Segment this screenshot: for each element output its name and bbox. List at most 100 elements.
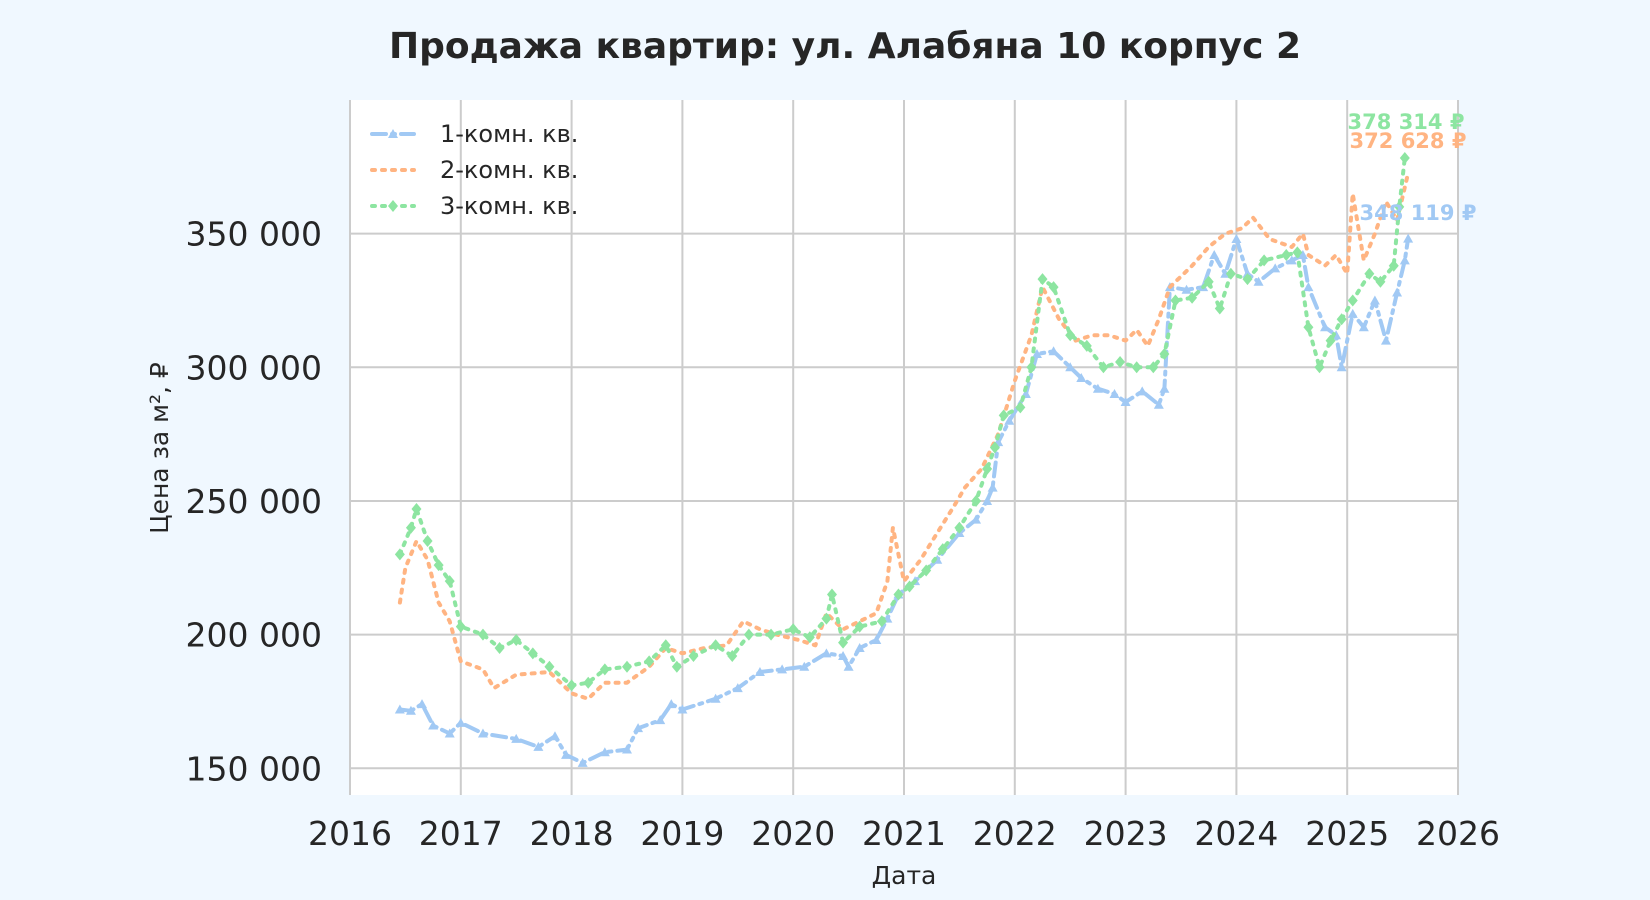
- series-marker: [921, 564, 932, 577]
- series-marker: [455, 620, 466, 633]
- series-marker: [1270, 263, 1281, 273]
- x-tick-label: 2023: [1084, 814, 1168, 853]
- series-marker: [754, 667, 765, 677]
- series-marker: [1065, 329, 1076, 342]
- series-marker: [1388, 259, 1399, 272]
- y-tick-label: 250 000: [186, 482, 322, 521]
- series-marker: [1148, 361, 1159, 374]
- x-tick-label: 2020: [751, 814, 835, 853]
- series-marker: [644, 655, 655, 668]
- series-marker: [1231, 234, 1242, 243]
- series-marker: [1081, 339, 1092, 352]
- series-marker: [444, 575, 455, 588]
- tick-labels: 2016 2017 2018 2019 2020 2021 2022 2023 2024 2025…: [186, 215, 1500, 853]
- series-marker: [1181, 284, 1192, 294]
- series-marker: [1380, 335, 1391, 345]
- series-marker: [1336, 313, 1347, 326]
- x-tick-label: 2017: [419, 814, 503, 853]
- series-marker: [1209, 250, 1220, 260]
- series-marker: [1092, 383, 1103, 393]
- series-marker: [904, 580, 915, 593]
- series-lines: [394, 151, 1414, 767]
- series-marker: [854, 642, 865, 652]
- series-marker: [527, 647, 538, 660]
- series-marker: [544, 660, 555, 673]
- legend-item: 1-комн. кв.: [370, 120, 578, 148]
- series-marker: [1242, 273, 1253, 286]
- series-marker: [566, 679, 577, 692]
- series-marker: [743, 628, 754, 641]
- series-marker: [417, 699, 428, 709]
- y-tick-label: 200 000: [186, 616, 322, 655]
- series-marker: [660, 639, 671, 652]
- series-marker: [633, 723, 644, 733]
- series-marker: [1120, 397, 1131, 407]
- series-marker: [1170, 294, 1181, 307]
- series-marker: [1392, 287, 1403, 297]
- series-marker: [622, 744, 632, 754]
- x-tick-label: 2018: [530, 814, 614, 853]
- series-marker: [799, 661, 810, 671]
- grid-lines: [349, 100, 1459, 795]
- series-marker: [655, 715, 666, 725]
- series-end-label: 348 119 ₽: [1360, 201, 1477, 225]
- series-marker: [954, 521, 965, 534]
- series-marker: [1336, 362, 1347, 372]
- series-marker: [937, 543, 948, 556]
- series-marker: [1187, 291, 1198, 304]
- series-marker: [433, 559, 444, 572]
- series-marker: [893, 588, 904, 601]
- series-marker: [428, 720, 439, 730]
- series-marker: [394, 704, 405, 714]
- series-marker: [599, 663, 610, 676]
- series-marker: [710, 639, 721, 652]
- series-marker: [1131, 361, 1142, 374]
- series-end-label: 378 314 ₽: [1348, 110, 1465, 134]
- legend-label: 1-комн. кв.: [440, 120, 578, 148]
- series-marker: [766, 628, 777, 641]
- chart-title: Продажа квартир: ул. Алабяна 10 корпус 2: [389, 26, 1301, 67]
- series-marker: [405, 521, 416, 534]
- series-marker: [727, 650, 738, 662]
- series-marker: [1037, 273, 1048, 286]
- series-marker: [577, 757, 588, 767]
- series-marker: [732, 683, 743, 693]
- series-marker: [583, 676, 594, 689]
- x-tick-label: 2026: [1416, 814, 1500, 853]
- series-marker: [411, 502, 422, 515]
- series-marker: [1303, 282, 1314, 292]
- series-marker: [1203, 275, 1214, 288]
- series-marker: [533, 741, 544, 751]
- series-marker: [1399, 255, 1410, 265]
- legend-label: 2-комн. кв.: [440, 156, 578, 184]
- y-axis-label: Цена за м², ₽: [145, 362, 174, 534]
- x-tick-label: 2021: [862, 814, 946, 853]
- series-marker: [1259, 254, 1270, 267]
- series-marker: [843, 661, 854, 671]
- series-marker: [388, 200, 398, 212]
- series-marker: [1159, 383, 1170, 393]
- series-marker: [777, 664, 788, 674]
- y-tick-label: 300 000: [186, 348, 322, 387]
- series-marker: [821, 648, 832, 658]
- series-marker: [987, 482, 998, 492]
- legend: 1-комн. кв. 2-комн. кв. 3-комн. кв.: [370, 120, 578, 220]
- series-marker: [1303, 321, 1314, 334]
- series-marker: [1026, 361, 1037, 374]
- series-marker: [561, 749, 572, 759]
- series-marker: [826, 588, 837, 601]
- series-marker: [677, 704, 688, 714]
- series-marker: [1347, 294, 1358, 307]
- series-marker: [982, 462, 993, 475]
- series-marker: [982, 495, 993, 505]
- series-marker: [971, 494, 982, 507]
- series-marker: [1286, 255, 1297, 265]
- series-marker: [1297, 250, 1308, 260]
- series-marker: [622, 660, 632, 673]
- x-tick-label: 2019: [640, 814, 724, 853]
- y-tick-label: 350 000: [186, 215, 322, 254]
- series-marker: [688, 650, 699, 662]
- series-marker: [998, 409, 1009, 422]
- series-marker: [666, 699, 677, 709]
- series-marker: [1375, 275, 1386, 288]
